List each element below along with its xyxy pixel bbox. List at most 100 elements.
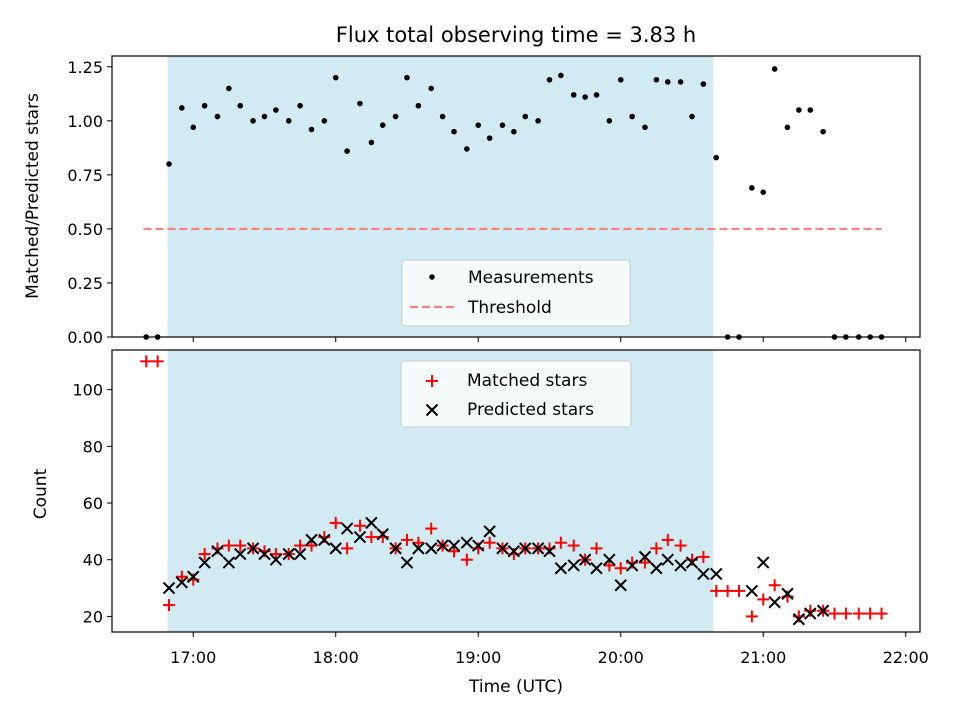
matched-star-point xyxy=(269,548,282,561)
x-b xyxy=(175,576,189,589)
top-legend-box xyxy=(401,259,631,327)
matched-star-point xyxy=(460,553,473,566)
x-b xyxy=(376,528,389,541)
x-b xyxy=(329,542,342,555)
predicted-star-point xyxy=(258,547,271,561)
predicted-star-point xyxy=(211,545,224,558)
top-y-tick-label: 1.00 xyxy=(67,112,103,131)
x-b xyxy=(447,539,461,552)
legend-measurements-label: Measurements xyxy=(468,268,594,288)
top-legend: Measurements Threshold xyxy=(401,259,631,327)
predicted-star-point xyxy=(554,562,568,575)
matched-star-point xyxy=(163,599,176,612)
measurement-point xyxy=(784,124,791,131)
x-b xyxy=(162,581,176,595)
x-b xyxy=(531,542,545,555)
x-b xyxy=(697,567,710,581)
matched-star-point xyxy=(757,593,770,606)
measurement-point xyxy=(226,85,232,92)
predicted-star-point xyxy=(400,556,414,569)
predicted-star-point xyxy=(483,525,496,538)
x-b xyxy=(460,536,474,549)
measurement-point xyxy=(392,113,399,120)
predicted-star-point xyxy=(246,542,260,555)
bottom-legend-box xyxy=(400,360,632,428)
measurement-point xyxy=(642,124,648,131)
measurement-point xyxy=(796,107,802,113)
x-b xyxy=(590,562,603,575)
measurement-point xyxy=(439,113,446,120)
predicted-star-point xyxy=(412,542,425,555)
matched-star-point xyxy=(412,536,425,549)
x-b xyxy=(507,545,521,558)
predicted-star-point xyxy=(567,559,580,572)
matched-star-point xyxy=(567,539,580,552)
measurement-points xyxy=(143,66,885,340)
matched-star-point xyxy=(638,556,651,569)
x-b xyxy=(365,516,378,530)
predicted-star-point xyxy=(305,533,318,547)
measurement-point xyxy=(321,118,328,124)
x-b xyxy=(246,542,260,555)
measurement-point xyxy=(237,102,244,109)
matched-star-point xyxy=(674,539,687,552)
bottom-y-tick-label: 80 xyxy=(83,437,103,456)
bottom-x-tick-label: 19:00 xyxy=(455,648,501,667)
measurement-point xyxy=(499,122,506,128)
predicted-star-point xyxy=(447,539,461,552)
x-b xyxy=(269,553,283,566)
x-b xyxy=(305,533,318,547)
matched-star-point xyxy=(603,559,616,572)
legend-predicted-marker xyxy=(425,403,439,417)
x-b xyxy=(554,562,568,575)
x-b xyxy=(483,525,496,538)
x-b xyxy=(625,559,639,572)
measurement-point xyxy=(689,113,695,120)
measurement-point xyxy=(308,126,315,133)
predicted-star-point xyxy=(425,542,438,555)
bottom-y-tick-label: 20 xyxy=(83,607,103,626)
matched-star-point xyxy=(828,607,841,620)
x-b xyxy=(519,542,532,555)
predicted-star-point xyxy=(710,567,723,581)
measurement-point xyxy=(807,107,814,113)
bottom-y-tick-label: 100 xyxy=(72,381,103,400)
measurement-point xyxy=(606,118,613,124)
matched-star-point xyxy=(483,536,496,549)
matched-star-point xyxy=(733,584,746,597)
x-b xyxy=(258,547,271,561)
matched-star-point xyxy=(294,539,307,552)
legend-threshold-label: Threshold xyxy=(467,298,552,318)
measurement-point xyxy=(214,113,221,120)
predicted-star-point xyxy=(792,613,806,626)
matched-star-point xyxy=(875,607,888,620)
x-b xyxy=(472,539,485,552)
legend-matched-label: Matched stars xyxy=(467,371,587,391)
x-b xyxy=(757,556,770,569)
x-b xyxy=(353,530,367,544)
bottom-y-ticks: 20 40 60 80 100 xyxy=(72,381,112,626)
predicted-star-point xyxy=(531,542,545,555)
matched-star-point xyxy=(745,610,758,623)
top-x-ticks xyxy=(192,337,907,342)
measurement-point xyxy=(771,66,778,72)
x-b xyxy=(412,542,425,555)
x-b xyxy=(710,567,723,581)
predicted-star-point xyxy=(614,579,627,592)
matched-star-point xyxy=(697,550,710,563)
measurement-point xyxy=(749,185,755,191)
x-b xyxy=(222,556,236,569)
predicted-star-point xyxy=(804,607,817,620)
predicted-stars-points xyxy=(162,516,830,626)
matched-star-point xyxy=(341,542,354,555)
predicted-star-point xyxy=(187,570,200,583)
measurement-point xyxy=(593,92,600,98)
matched-star-point xyxy=(839,607,852,620)
predicted-star-point xyxy=(162,581,176,595)
matched-star-point xyxy=(721,584,734,597)
x-b xyxy=(792,613,806,626)
measurement-point xyxy=(522,113,529,120)
matched-star-point xyxy=(864,607,877,620)
bottom-x-tick-label: 17:00 xyxy=(170,648,216,667)
top-y-axis-label: Matched/Predicted stars xyxy=(23,93,43,299)
